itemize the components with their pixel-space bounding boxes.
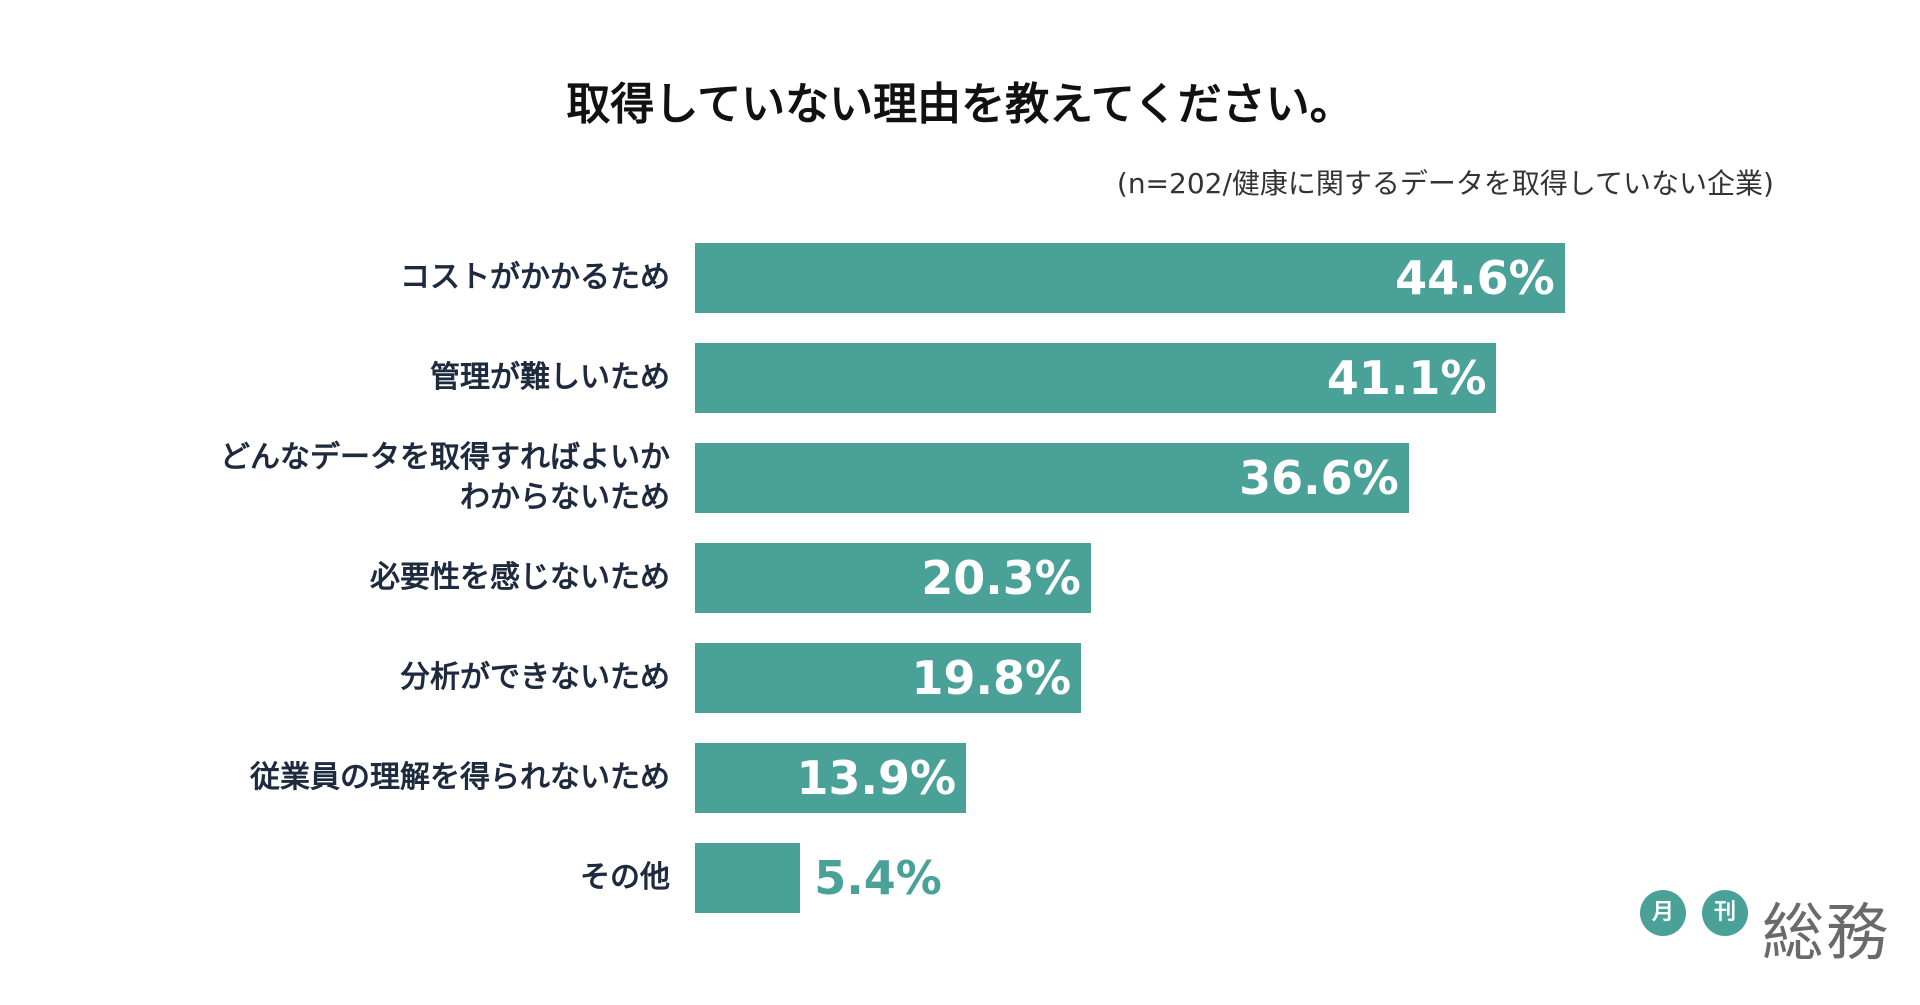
category-label: 管理が難しいため xyxy=(430,360,670,395)
logo-badge-month: 月 xyxy=(1640,890,1686,936)
category-label: 必要性を感じないため xyxy=(370,560,670,595)
bar xyxy=(695,343,1497,413)
category-label: コストがかかるため xyxy=(400,260,670,295)
data-label: 13.9% xyxy=(796,751,957,805)
data-label: 36.6% xyxy=(1239,451,1399,505)
bar xyxy=(695,443,1409,513)
chart-subtitle: (n=202/健康に関するデータを取得していない企業) xyxy=(1116,167,1774,200)
bar xyxy=(695,243,1565,313)
logo-wordmark: 総務 xyxy=(1762,896,1891,969)
data-label: 20.3% xyxy=(921,551,1081,605)
bar xyxy=(695,643,1082,713)
category-label: その他 xyxy=(580,860,670,895)
chart-title: 取得していない理由を教えてください。 xyxy=(566,79,1354,130)
data-label: 44.6% xyxy=(1395,251,1555,305)
data-label: 19.8% xyxy=(911,651,1072,705)
data-label: 41.1% xyxy=(1326,351,1487,405)
category-label: 従業員の理解を得られないため xyxy=(250,760,670,795)
data-label: 5.4% xyxy=(814,851,942,905)
bar xyxy=(695,543,1091,613)
bar xyxy=(695,843,801,913)
category-label: 分析ができないため xyxy=(400,660,670,695)
logo-badge-publication: 刊 xyxy=(1702,890,1748,936)
category-label: どんなデータを取得すればよいか わからないため xyxy=(220,440,670,515)
bar xyxy=(695,743,967,813)
gekkan-soumu-logo: 月 刊 総務 xyxy=(1640,890,1890,990)
